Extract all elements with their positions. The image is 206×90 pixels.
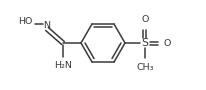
Text: HO: HO xyxy=(18,17,32,26)
Text: H₂N: H₂N xyxy=(54,60,72,69)
Text: S: S xyxy=(142,38,149,48)
Text: O: O xyxy=(141,15,149,24)
Text: O: O xyxy=(163,39,171,48)
Text: CH₃: CH₃ xyxy=(136,62,154,71)
Text: N: N xyxy=(43,22,50,31)
